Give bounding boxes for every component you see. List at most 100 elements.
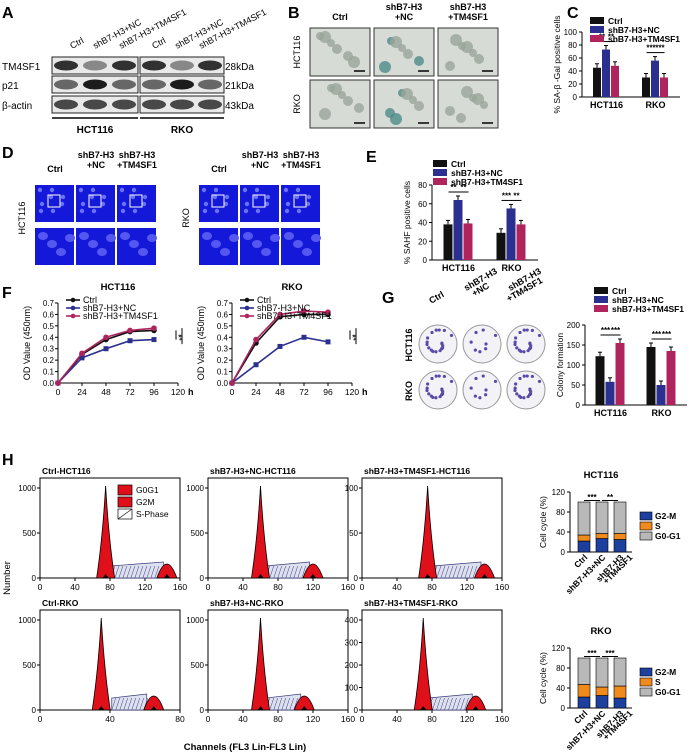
nucleus bbox=[39, 201, 45, 207]
bar bbox=[463, 223, 473, 260]
hatch bbox=[269, 565, 274, 579]
colony bbox=[473, 394, 477, 398]
y-tick-label: 0 bbox=[573, 93, 578, 102]
blot-band bbox=[170, 60, 194, 71]
colony bbox=[434, 396, 438, 400]
legend-label: shB7-H3+TM4SF1 bbox=[608, 34, 680, 44]
colony bbox=[528, 341, 532, 345]
y-tick-label: 500 bbox=[23, 529, 37, 538]
hatch bbox=[297, 565, 302, 579]
hatch bbox=[468, 565, 474, 579]
x-tick-label: 40 bbox=[238, 582, 248, 592]
y-tick-label: 40 bbox=[556, 528, 565, 537]
bar bbox=[496, 232, 506, 260]
image-column-label: +NC bbox=[395, 12, 414, 22]
g0g1-peak bbox=[251, 485, 270, 579]
legend-marker bbox=[244, 297, 250, 303]
nucleus bbox=[224, 194, 230, 200]
hatch bbox=[269, 697, 274, 711]
blot-band bbox=[112, 79, 136, 90]
colony bbox=[434, 350, 438, 354]
sig-label: *** bbox=[662, 330, 672, 339]
colony bbox=[442, 328, 446, 333]
if-column-label: Ctrl bbox=[211, 164, 227, 174]
x-tick-label: 160 bbox=[495, 582, 509, 592]
nucleus bbox=[120, 208, 126, 214]
sig-label: *** bbox=[587, 649, 597, 658]
nucleus bbox=[255, 208, 261, 214]
bar bbox=[615, 343, 625, 405]
nucleus bbox=[254, 187, 260, 193]
stack-segment bbox=[595, 533, 609, 539]
hatch bbox=[285, 565, 290, 579]
bar bbox=[642, 77, 650, 97]
nucleus-zoom bbox=[302, 248, 312, 256]
colony bbox=[493, 379, 498, 384]
legend-label: Ctrl bbox=[608, 16, 623, 26]
x-tick-label: 72 bbox=[299, 387, 309, 397]
x-tick-label: 24 bbox=[251, 387, 261, 397]
legend-label: G2-M bbox=[655, 511, 676, 521]
data-point bbox=[127, 338, 133, 344]
nucleus-zoom bbox=[261, 248, 271, 256]
hatch bbox=[460, 565, 466, 579]
nucleus-zoom bbox=[38, 232, 48, 240]
nucleus bbox=[131, 187, 137, 193]
cell-blob bbox=[385, 108, 395, 118]
data-point bbox=[151, 337, 157, 343]
y-tick-label: 40 bbox=[418, 219, 427, 228]
data-point bbox=[103, 334, 109, 341]
hatch bbox=[118, 565, 124, 579]
hatch bbox=[150, 565, 156, 579]
histogram-frame bbox=[207, 609, 349, 711]
legend-swatch bbox=[639, 677, 653, 687]
nucleus bbox=[213, 187, 219, 193]
y-tick-label: 0.3 bbox=[217, 345, 229, 354]
image-row-label: RKO bbox=[292, 94, 302, 114]
colony bbox=[478, 396, 482, 400]
colony bbox=[518, 376, 522, 381]
cell-blob bbox=[343, 51, 353, 61]
x-tick-label: 120 bbox=[306, 582, 320, 592]
y-tick-label: 0.2 bbox=[217, 356, 229, 365]
y-tick-label: 60 bbox=[418, 200, 427, 209]
colony bbox=[481, 328, 485, 332]
colony bbox=[427, 392, 431, 396]
colony bbox=[469, 386, 473, 390]
nucleus bbox=[242, 187, 248, 193]
x-tick-label: 48 bbox=[101, 387, 111, 397]
blot-band bbox=[112, 99, 136, 110]
hatch bbox=[452, 697, 457, 711]
nucleus bbox=[305, 201, 311, 207]
cell-blob bbox=[461, 86, 473, 98]
hatch bbox=[440, 565, 446, 579]
cell-blob bbox=[330, 83, 342, 95]
hatch bbox=[464, 697, 469, 711]
nucleus bbox=[37, 187, 43, 193]
x-tick-label: 80 bbox=[273, 714, 283, 724]
colony bbox=[426, 336, 430, 340]
blot-band bbox=[83, 99, 107, 110]
blot-band bbox=[142, 79, 166, 90]
y-tick-label: 400 bbox=[345, 616, 359, 625]
nucleus bbox=[203, 201, 209, 207]
colony bbox=[437, 328, 441, 332]
x-tick-label: 120 bbox=[460, 714, 474, 724]
colony bbox=[426, 382, 430, 386]
bar bbox=[602, 49, 610, 97]
legend-swatch bbox=[590, 26, 604, 33]
legend-marker bbox=[244, 313, 250, 319]
colony bbox=[430, 330, 434, 335]
x-tick-label: 96 bbox=[323, 387, 333, 397]
y-tick-label: 80 bbox=[556, 664, 565, 673]
colony bbox=[513, 388, 517, 393]
nucleus-zoom bbox=[97, 248, 107, 256]
x-tick-label: 40 bbox=[238, 714, 248, 724]
g0g1-peak bbox=[418, 485, 438, 579]
colony bbox=[537, 379, 542, 384]
y-tick-label: 0.4 bbox=[43, 333, 55, 342]
colony bbox=[513, 342, 517, 347]
data-point bbox=[151, 325, 157, 331]
y-tick-label: 1000 bbox=[18, 484, 36, 493]
g0g1-peak bbox=[96, 485, 116, 579]
